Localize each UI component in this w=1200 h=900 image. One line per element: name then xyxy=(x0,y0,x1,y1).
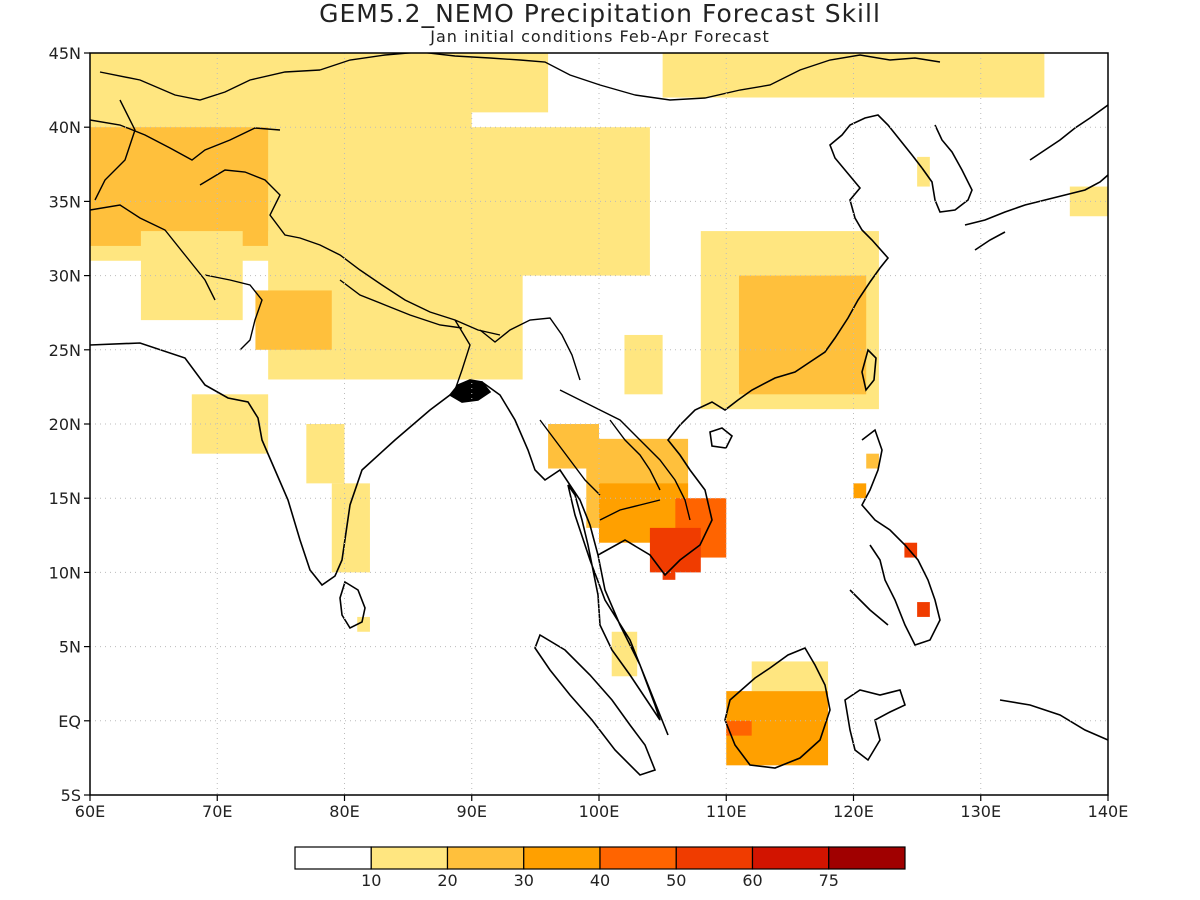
skill-cell-1 xyxy=(90,127,269,246)
lon-label-3: 90E xyxy=(457,802,487,821)
longitude-tick-labels: 60E 70E 80E 90E 100E 110E 120E 130E 140E xyxy=(75,802,1129,821)
skill-cell-21 xyxy=(866,453,879,469)
lat-label-1: EQ xyxy=(58,712,81,731)
lat-label-10: 45N xyxy=(49,44,81,63)
lat-label-6: 25N xyxy=(49,341,81,360)
skill-cell-26 xyxy=(751,661,829,692)
lon-label-0: 60E xyxy=(75,802,105,821)
colorbar-swatch-0 xyxy=(294,846,372,870)
lon-label-1: 70E xyxy=(202,802,232,821)
lat-label-8: 35N xyxy=(49,192,81,211)
asia-mainland-coast xyxy=(90,342,669,736)
lon-label-5: 110E xyxy=(706,802,747,821)
himalaya-borders xyxy=(339,279,581,391)
skill-cell-11 xyxy=(662,53,1045,98)
skill-cell-14 xyxy=(624,334,663,395)
lat-label-3: 10N xyxy=(49,563,81,582)
skill-cell-8 xyxy=(357,616,370,632)
skill-cell-6 xyxy=(306,424,345,484)
philippines-coast xyxy=(849,428,941,646)
sulawesi-coast xyxy=(844,689,906,762)
lon-label-6: 120E xyxy=(833,802,874,821)
skill-cell-2 xyxy=(140,231,243,321)
skill-cell-9 xyxy=(446,127,650,276)
colorbar-label-6: 75 xyxy=(819,871,839,890)
colorbar-swatch-5 xyxy=(675,846,754,870)
colorbar-label-2: 30 xyxy=(514,871,534,890)
lon-label-2: 80E xyxy=(329,802,359,821)
skill-cell-13 xyxy=(738,275,867,395)
skill-cell-7 xyxy=(331,483,370,573)
lat-label-5: 20N xyxy=(49,415,81,434)
country-border-layer xyxy=(90,53,941,521)
colorbar-swatch-2 xyxy=(446,846,525,870)
lon-label-4: 100E xyxy=(579,802,620,821)
skill-cell-24 xyxy=(917,602,930,617)
axis-ticks xyxy=(84,52,1109,801)
dotted-gridlines xyxy=(90,53,1108,795)
skill-cell-22 xyxy=(853,483,867,499)
skill-cell-10 xyxy=(395,53,549,113)
colorbar-label-5: 60 xyxy=(742,871,762,890)
lat-label-0: 5S xyxy=(61,786,81,805)
map-title: GEM5.2_NEMO Precipitation Forecast Skill xyxy=(319,0,881,28)
sri-lanka-coast xyxy=(339,580,366,630)
central-asia-borders xyxy=(90,69,321,301)
colorbar-swatch-4 xyxy=(599,846,677,870)
southeast-asia-borders xyxy=(539,389,691,521)
skill-cell-28 xyxy=(726,720,752,736)
colorbar-label-4: 50 xyxy=(666,871,686,890)
indochina-coast xyxy=(597,114,923,577)
sumatra-coast xyxy=(534,633,657,776)
coastline-layer xyxy=(90,104,1108,776)
korea-coast xyxy=(921,124,973,213)
lon-label-8: 140E xyxy=(1088,802,1129,821)
japan-coast xyxy=(964,104,1108,251)
colorbar-label-0: 10 xyxy=(361,871,381,890)
lon-label-7: 130E xyxy=(960,802,1001,821)
skill-cell-29 xyxy=(917,156,930,187)
borneo-coast xyxy=(724,646,831,769)
lat-label-4: 15N xyxy=(49,489,81,508)
skill-cell-4 xyxy=(255,290,332,350)
lat-label-2: 5N xyxy=(59,638,81,657)
colorbar-swatch-1 xyxy=(370,846,449,870)
colorbar-swatch-7 xyxy=(828,846,906,870)
lat-label-9: 40N xyxy=(49,118,81,137)
skill-cell-25 xyxy=(611,631,638,677)
pakistan-india-borders xyxy=(199,169,501,351)
colorbar-swatch-6 xyxy=(751,846,830,870)
skill-shading-layer xyxy=(90,53,1108,766)
colorbar-label-3: 40 xyxy=(590,871,610,890)
skill-cell-23 xyxy=(904,542,918,558)
hainan-coast xyxy=(709,427,734,449)
taiwan-coast xyxy=(861,348,877,392)
map-subtitle: Jan initial conditions Feb-Apr Forecast xyxy=(430,27,770,46)
skill-cell-5 xyxy=(191,394,269,454)
colorbar-label-1: 20 xyxy=(437,871,457,890)
new-guinea-coast xyxy=(999,699,1108,741)
latitude-tick-labels: 5S EQ 5N 10N 15N 20N 25N 30N 35N 40N 45N xyxy=(49,44,81,805)
colorbar: 10 20 30 40 50 60 75 xyxy=(294,846,906,890)
colorbar-swatch-3 xyxy=(523,846,601,870)
lat-label-7: 30N xyxy=(49,267,81,286)
bay-of-bengal-delta xyxy=(448,379,492,403)
